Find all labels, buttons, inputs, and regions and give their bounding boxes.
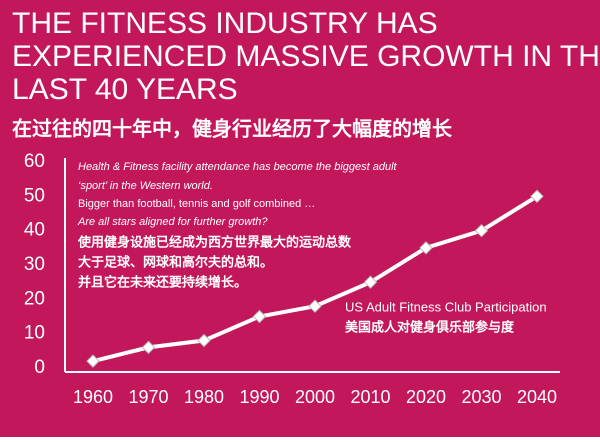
annotation: Are all stars aligned for further growth… xyxy=(77,216,268,228)
y-tick-label: 10 xyxy=(24,323,45,344)
chart-title: LAST 40 YEARS xyxy=(12,73,238,106)
annotation: Bigger than football, tennis and golf co… xyxy=(78,198,315,210)
y-tick-label: 30 xyxy=(24,254,45,275)
x-tick-label: 1990 xyxy=(239,387,279,407)
annotation: 大于足球、网球和高尔夫的总和。 xyxy=(78,254,273,269)
x-tick-label: 1980 xyxy=(184,387,224,407)
x-tick-label: 1960 xyxy=(73,387,113,407)
marker xyxy=(308,299,322,313)
x-tick-label: 2040 xyxy=(517,387,557,407)
marker xyxy=(252,309,267,324)
annotation: 使用健身设施已经成为西方世界最大的运动总数 xyxy=(77,234,352,249)
marker xyxy=(474,223,489,238)
annotation: ‘sport’ in the Western world. xyxy=(78,180,213,192)
marker xyxy=(197,333,211,348)
y-tick-label: 60 xyxy=(24,151,45,172)
y-tick-label: 0 xyxy=(34,357,45,378)
x-tick-label: 2010 xyxy=(350,387,390,407)
y-tick-label: 20 xyxy=(24,288,45,309)
marker xyxy=(363,275,378,289)
marker xyxy=(530,189,544,204)
legend-label: US Adult Fitness Club Participation xyxy=(345,299,547,314)
x-tick-label: 2020 xyxy=(406,387,446,407)
marker xyxy=(86,354,100,368)
y-tick-label: 40 xyxy=(24,220,45,241)
legend-label: 美国成人对健身俱乐部参与度 xyxy=(345,319,515,334)
marker xyxy=(419,241,433,255)
chart-title: THE FITNESS INDUSTRY HAS xyxy=(12,7,438,40)
marker xyxy=(141,340,156,355)
chart-subtitle: 在过往的四十年中，健身行业经历了大幅度的增长 xyxy=(12,116,453,140)
x-tick-label: 2030 xyxy=(461,387,501,407)
chart-title: EXPERIENCED MASSIVE GROWTH IN THE xyxy=(12,40,600,73)
y-tick-label: 50 xyxy=(24,185,45,206)
annotation: Health & Fitness facility attendance has… xyxy=(78,161,398,173)
annotation: 并且它在未来还要持续增长。 xyxy=(78,274,247,289)
x-tick-label: 1970 xyxy=(128,387,168,407)
x-tick-label: 2000 xyxy=(295,387,335,407)
